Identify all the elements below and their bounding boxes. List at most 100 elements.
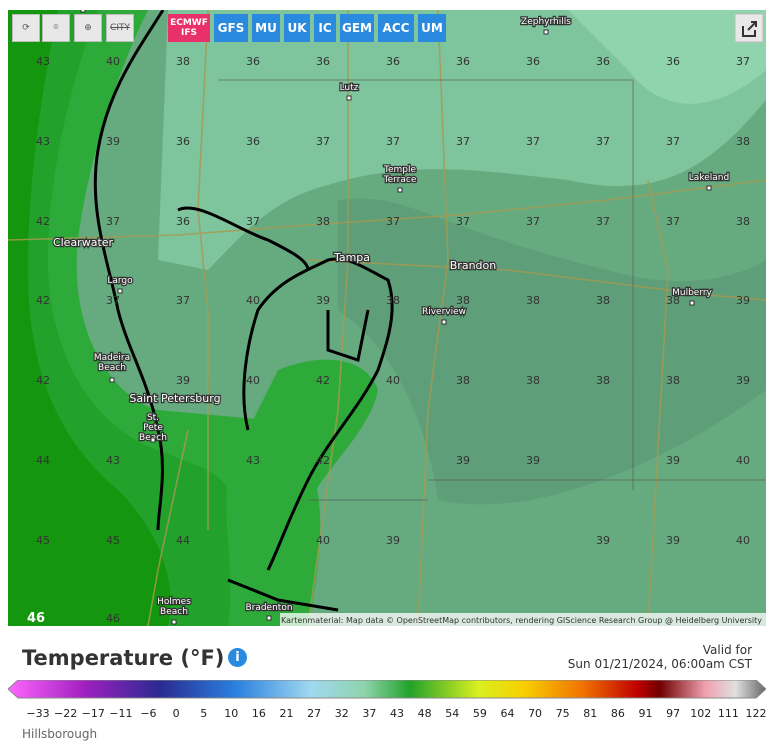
grid-value: 40 [386, 374, 400, 387]
grid-value: 38 [666, 374, 680, 387]
scale-label: 91 [639, 707, 653, 720]
grid-value: 40 [736, 454, 750, 467]
grid-value: 37 [596, 215, 610, 228]
model-button[interactable]: UM [418, 14, 446, 42]
grid-value: 38 [526, 294, 540, 307]
grid-value: 42 [36, 294, 50, 307]
attribution: Kartenmaterial: Map data © OpenStreetMap… [281, 616, 762, 625]
model-button[interactable]: IC [314, 14, 336, 42]
city-label: Madeira Beach [94, 353, 130, 373]
city-label: Largo [107, 276, 133, 286]
city-label: Bradenton [245, 603, 292, 613]
region-label: Hillsborough [22, 727, 98, 741]
model-button[interactable]: MU [252, 14, 280, 42]
scale-label: 122 [746, 707, 767, 720]
city-label: Zephyrhills [521, 17, 571, 27]
reload-button[interactable]: ⟳ [12, 14, 40, 42]
grid-value: 39 [666, 534, 680, 547]
grid-value: 38 [456, 374, 470, 387]
scale-label: 86 [611, 707, 625, 720]
grid-value: 37 [596, 135, 610, 148]
city-marker [689, 300, 695, 306]
grid-values: 43 40 38 36 36 36 36 36 36 36 37 43 39 36 36 37 37 37 37 37… [27, 55, 750, 626]
grid-value: 39 [176, 374, 190, 387]
grid-value: 42 [36, 374, 50, 387]
location-button[interactable]: ⌾ [42, 14, 70, 42]
model-button[interactable]: UK [284, 14, 310, 42]
scale-label: 10 [224, 707, 238, 720]
city-toggle[interactable]: CITY [106, 14, 134, 42]
city-label: Riverview [422, 307, 466, 317]
grid-value: 37 [106, 215, 120, 228]
model-button[interactable]: ACC [378, 14, 414, 42]
city-marker [109, 377, 115, 383]
grid-value: 36 [316, 55, 330, 68]
grid-value: 37 [246, 215, 260, 228]
info-button[interactable]: i [228, 648, 247, 667]
grid-value: 37 [666, 135, 680, 148]
scale-label: 54 [445, 707, 459, 720]
attribution-bg [280, 613, 766, 626]
city-label: Lutz [340, 83, 359, 93]
grid-value: 38 [386, 294, 400, 307]
city-marker [397, 187, 403, 193]
grid-value: 37 [456, 215, 470, 228]
scale-label: 48 [418, 707, 432, 720]
grid-value: 37 [456, 135, 470, 148]
grid-value: 38 [736, 215, 750, 228]
grid-value: 36 [176, 215, 190, 228]
grid-value: 39 [316, 294, 330, 307]
grid-value: 45 [106, 534, 120, 547]
city-marker [346, 95, 352, 101]
grid-value: 39 [736, 294, 750, 307]
city-label: Lakeland [689, 173, 729, 183]
city-marker [150, 437, 156, 443]
zoom-button[interactable]: ⊕ [74, 14, 102, 42]
scale-label: −6 [140, 707, 156, 720]
share-icon [742, 21, 757, 37]
scale-label: −11 [109, 707, 132, 720]
scale-label: 16 [252, 707, 266, 720]
grid-value: 39 [666, 454, 680, 467]
grid-value: 38 [596, 294, 610, 307]
model-button[interactable]: ECMWF IFS [168, 14, 210, 42]
city-marker [441, 319, 447, 325]
scale-label: 64 [500, 707, 514, 720]
color-bar [8, 680, 766, 699]
grid-value: 37 [176, 294, 190, 307]
grid-value: 39 [596, 534, 610, 547]
grid-value: 43 [36, 135, 50, 148]
grid-value: 39 [736, 374, 750, 387]
grid-value: 40 [316, 534, 330, 547]
grid-value: 36 [526, 55, 540, 68]
scale-label: 27 [307, 707, 321, 720]
grid-value: 37 [736, 55, 750, 68]
grid-value: 43 [106, 454, 120, 467]
grid-value: 44 [176, 534, 190, 547]
city-marker [171, 619, 177, 625]
grid-value: 36 [666, 55, 680, 68]
grid-value: 37 [106, 294, 120, 307]
grid-value: 40 [246, 294, 260, 307]
grid-value: 37 [386, 215, 400, 228]
city-label: Clearwater [53, 236, 114, 249]
city-marker [543, 29, 549, 35]
scale-label: 75 [556, 707, 570, 720]
legend-title: Temperature (°F) [22, 646, 225, 670]
grid-value: 38 [736, 135, 750, 148]
cities: Zephyrhills Lutz Temple Terrace Lakeland Clea… [52, 10, 730, 625]
model-button[interactable]: GFS [214, 14, 248, 42]
scale-label: 102 [690, 707, 711, 720]
city-marker [117, 288, 123, 294]
model-button[interactable]: GEM [340, 14, 374, 42]
grid-value: 39 [456, 454, 470, 467]
scale-label: 81 [583, 707, 597, 720]
grid-value: 42 [36, 215, 50, 228]
scale-label: 59 [473, 707, 487, 720]
grid-value: 38 [596, 374, 610, 387]
grid-value: 38 [456, 294, 470, 307]
grid-value: 37 [666, 215, 680, 228]
grid-value: 38 [316, 215, 330, 228]
grid-value: 39 [386, 534, 400, 547]
